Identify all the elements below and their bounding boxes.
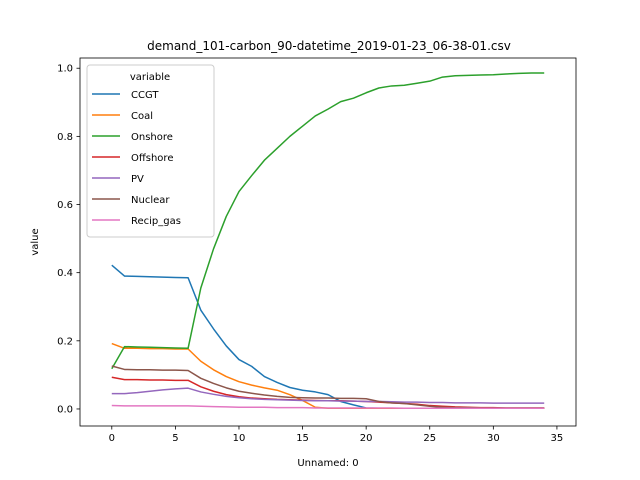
legend-entry-label: Nuclear [131,195,170,206]
x-axis-ticks: 0 5 10 15 20 25 30 35 [109,426,564,444]
y-tick-label: 1.0 [57,64,73,75]
y-tick-label: 0.0 [57,404,73,415]
x-tick-label: 35 [551,433,564,444]
x-tick-label: 20 [360,433,373,444]
legend-entry-label: Offshore [131,153,173,164]
y-tick-label: 0.2 [57,336,73,347]
legend-box [86,64,215,238]
x-tick-label: 25 [423,433,436,444]
y-tick-label: 0.8 [57,132,73,143]
y-tick-label: 0.6 [57,200,73,211]
series-line-pv [111,387,545,404]
legend-entry-label: Recip_gas [131,216,181,227]
series-line-recip-gas [111,404,545,410]
x-axis-label: Unnamed: 0 [297,458,358,469]
legend-entry-label: CCGT [131,90,159,101]
legend-items: CCGT Coal Onshore Offshore PV Nuclear Recip_ga… [92,90,181,227]
legend: variable CCGT Coal Onshore Offshore PV Nuclea… [86,64,215,238]
series-line-ccgt [111,264,545,410]
legend-entry-label: PV [131,174,144,185]
chart-title: demand_101-carbon_90-datetime_2019-01-23… [147,39,511,53]
x-tick-label: 5 [172,433,178,444]
x-tick-label: 0 [109,433,115,444]
y-tick-label: 0.4 [57,268,73,279]
y-axis-ticks: 0.0 0.2 0.4 0.6 0.8 1.0 [57,64,80,415]
x-tick-label: 15 [296,433,309,444]
x-tick-label: 30 [487,433,500,444]
plot-lines [111,72,545,410]
series-line-nuclear [111,365,545,409]
legend-entry-label: Coal [131,111,153,122]
legend-title: variable [130,72,170,83]
legend-entry-label: Onshore [131,132,173,143]
plot-frame [79,57,577,427]
y-axis-label: value [30,228,41,255]
x-tick-label: 10 [233,433,246,444]
series-line-onshore [111,72,545,370]
